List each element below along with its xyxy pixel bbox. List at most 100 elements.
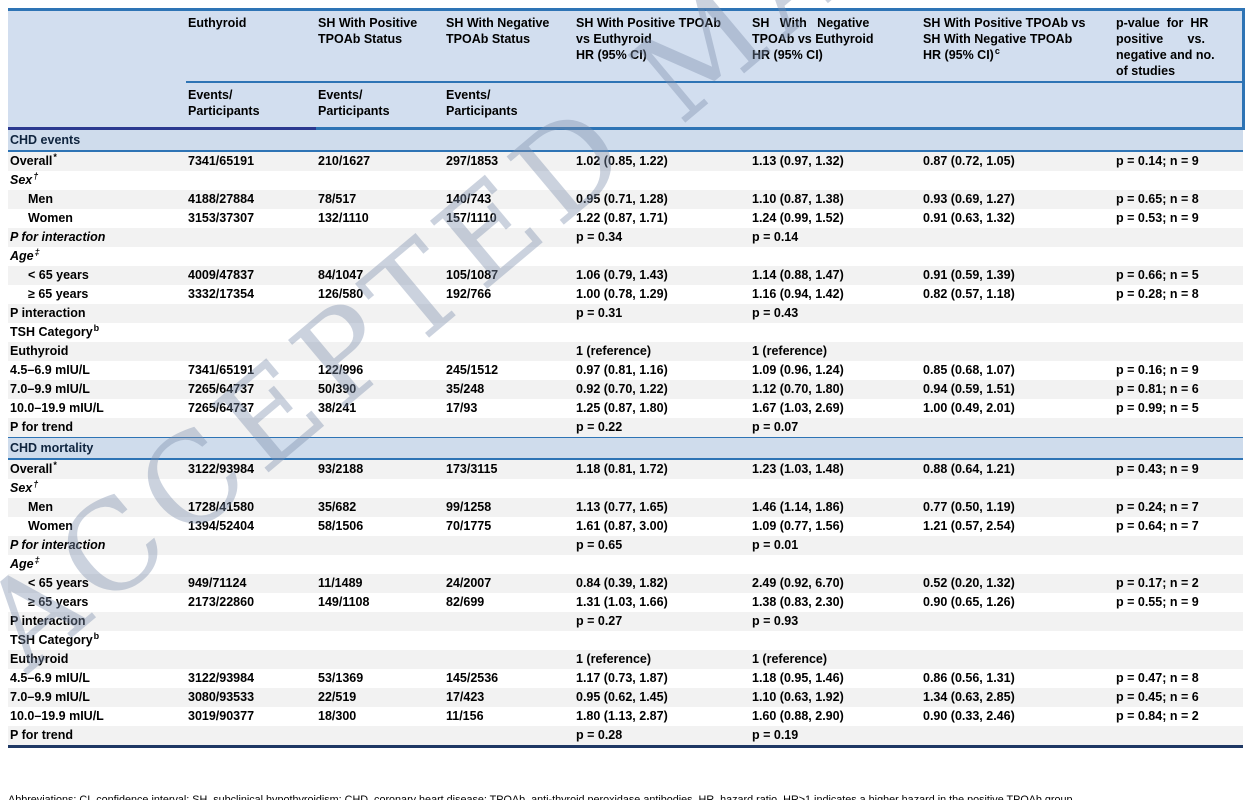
sub-header-empty [1114,82,1245,130]
table-cell: 1 (reference) [750,342,921,361]
table-cell [1114,171,1243,190]
table-cell: 3080/93533 [186,688,316,707]
table-cell: 1394/52404 [188,519,255,533]
sub-header-empty [921,82,1114,130]
table-cell: p = 0.47; n = 8 [1116,671,1199,685]
table-row: Euthyroid 1 (reference) 1 (reference) [8,342,1243,361]
table-cell: 1.24 (0.99, 1.52) [752,211,844,225]
table-cell: 0.92 (0.70, 1.22) [574,380,750,399]
table-cell: 4188/27884 [186,190,316,209]
table-cell [921,418,1114,438]
row-label: Age‡ [10,555,40,571]
table-cell: 38/241 [318,401,357,415]
table-row: < 65 years 949/71124 11/1489 24/2007 0.84 (0… [8,574,1243,593]
table-cell [1114,650,1243,669]
table-cell [316,304,444,323]
table-cell [186,555,316,574]
table-cell: 1.09 (0.96, 1.24) [752,363,844,377]
table-cell: p = 0.22 [574,418,750,438]
sub-header-events-participants: Events/ Participants [316,82,444,130]
table-cell: 0.90 (0.65, 1.26) [923,595,1015,609]
table-cell: p = 0.55; n = 9 [1116,595,1199,609]
table-cell [186,418,316,438]
col-header-sh-positive-status: SH With Positive TPOAb Status [316,9,444,83]
table-cell [1114,247,1243,266]
table-cell [921,555,1114,574]
col-header-pos-vs-neg-hr: SH With Positive TPOAb vs SH With Negati… [921,9,1114,83]
table-cell [186,536,316,555]
table-cell: p = 0.24; n = 7 [1114,498,1243,517]
table-cell: p = 0.65; n = 8 [1114,190,1243,209]
table-cell: 7265/64737 [188,401,255,415]
table-cell [316,342,444,361]
table-cell [1114,479,1243,498]
table-row: Women 1394/52404 58/1506 70/1775 1.61 (0.87,… [8,517,1243,536]
table-cell: p = 0.31 [574,304,750,323]
table-cell: 126/580 [318,287,364,301]
table-row: 4.5–6.9 mIU/L 3122/93984 53/1369 145/2536 1.… [8,669,1243,688]
table-cell [921,479,1114,498]
table-cell: 1.60 (0.88, 2.90) [752,709,844,723]
table-row: TSH Categoryb [8,323,1243,342]
table-cell [444,479,574,498]
table-cell: 1.18 (0.95, 1.46) [752,671,844,685]
table-cell [921,536,1114,555]
table-cell: p = 0.65 [574,536,750,555]
table-cell [186,726,316,747]
table-row: 10.0–19.9 mIU/L 3019/90377 18/300 11/156 1.8… [8,707,1243,726]
table-cell: 4009/47837 [186,266,316,285]
table-row: 7.0–9.9 mIU/L 3080/93533 22/519 17/423 0.95 … [8,688,1243,707]
table-cell: 0.86 (0.56, 1.31) [923,671,1015,685]
table-cell: 949/71124 [186,574,316,593]
table-cell [444,247,574,266]
table-row: P interaction p = 0.31 p = 0.43 [8,304,1243,323]
row-label: P for trend [8,726,186,747]
footnote-marker: † [33,171,39,181]
table-cell: 0.85 (0.68, 1.07) [923,363,1015,377]
footnote-marker: b [93,323,100,333]
table-row: 10.0–19.9 mIU/L 7265/64737 38/241 17/93 1.25… [8,399,1243,418]
table-cell: p = 0.81; n = 6 [1114,380,1243,399]
table-cell: 1 (reference) [750,650,921,669]
row-label: Age‡ [10,247,40,263]
table-cell: 1.22 (0.87, 1.71) [576,211,668,225]
table-cell [444,171,574,190]
table-cell [186,228,316,247]
table-cell [316,726,444,747]
table-cell: 1.23 (1.03, 1.48) [750,459,921,479]
table-cell: 0.93 (0.69, 1.27) [921,190,1114,209]
table-cell: 50/390 [316,380,444,399]
table-cell: 1.00 (0.49, 2.01) [923,401,1015,415]
table-cell: p = 0.45; n = 6 [1114,688,1243,707]
table-row: Men 4188/27884 78/517 140/743 0.95 (0.71, 1.… [8,190,1243,209]
table-cell: 11/1489 [316,574,444,593]
table-cell: 192/766 [446,287,492,301]
table-cell: 1.21 (0.57, 2.54) [923,519,1015,533]
table-cell: 145/2536 [446,671,499,685]
col-header-p-value: p-value for HR positive vs. negative and… [1114,9,1245,83]
table-cell: p = 0.28 [574,726,750,747]
table-cell [574,631,750,650]
table-cell: 3332/17354 [188,287,255,301]
table-cell [186,323,316,342]
table-cell [574,171,750,190]
table-cell: 24/2007 [444,574,574,593]
table-cell: 210/1627 [316,151,444,171]
row-label: < 65 years [8,574,186,593]
table-cell: 2.49 (0.92, 6.70) [750,574,921,593]
table-cell: p = 0.43; n = 9 [1114,459,1243,479]
table-cell [921,304,1114,323]
table-cell [921,342,1114,361]
table-cell: 1.10 (0.63, 1.92) [750,688,921,707]
row-label: TSH Categoryb [10,323,100,339]
table-cell: p = 0.28; n = 8 [1116,287,1199,301]
table-cell [574,479,750,498]
table-cell: 1.31 (1.03, 1.66) [576,595,668,609]
table-cell: 157/1110 [446,211,497,225]
table-row: Age‡ [8,555,1243,574]
table-cell: 0.77 (0.50, 1.19) [921,498,1114,517]
table-row: Men 1728/41580 35/682 99/1258 1.13 (0.77, 1.… [8,498,1243,517]
table-cell: 3153/37307 [188,211,255,225]
table-cell [921,650,1114,669]
results-table: Euthyroid SH With Positive TPOAb Status … [8,8,1245,748]
